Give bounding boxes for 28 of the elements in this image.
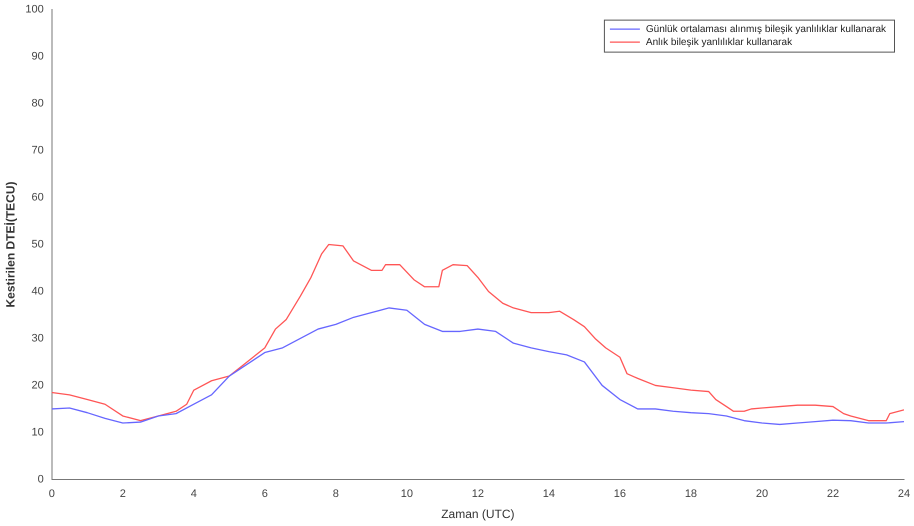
x-tick-label: 24 [898,488,910,500]
x-tick-label: 16 [614,488,626,500]
legend-label: Günlük ortalaması alınmış bileşik yanlılıklar kullanarak [646,24,887,35]
y-tick-label: 0 [38,473,44,486]
x-tick-label: 22 [826,488,840,500]
y-tick-label: 70 [32,144,44,157]
x-tick-label: 8 [332,488,339,500]
legend-label: Anlık bileşik yanlılıklar kullanarak [646,36,794,48]
x-tick-label: 2 [120,488,126,500]
y-tick-label: 100 [25,4,44,16]
x-tick-label: 18 [684,488,698,500]
y-tick-label: 40 [32,286,44,298]
y-axis-title: Kestirilen DTEİ(TECU) [4,181,18,308]
x-axis-title: Zaman (UTC) [441,507,515,522]
x-tick-label: 0 [48,488,55,500]
y-tick-label: 80 [32,98,44,110]
x-tick-label: 14 [542,488,556,500]
x-tick-label: 4 [190,488,197,500]
y-tick-label: 10 [32,426,44,438]
x-tick-label: 12 [472,488,484,500]
y-tick-label: 20 [32,379,44,392]
y-tick-label: 50 [32,238,44,251]
y-tick-label: 60 [32,192,44,204]
x-tick-label: 6 [262,488,268,500]
y-tick-label: 90 [32,50,44,63]
x-tick-label: 20 [756,488,768,500]
x-tick-label: 10 [400,488,413,500]
y-tick-label: 30 [32,332,44,344]
